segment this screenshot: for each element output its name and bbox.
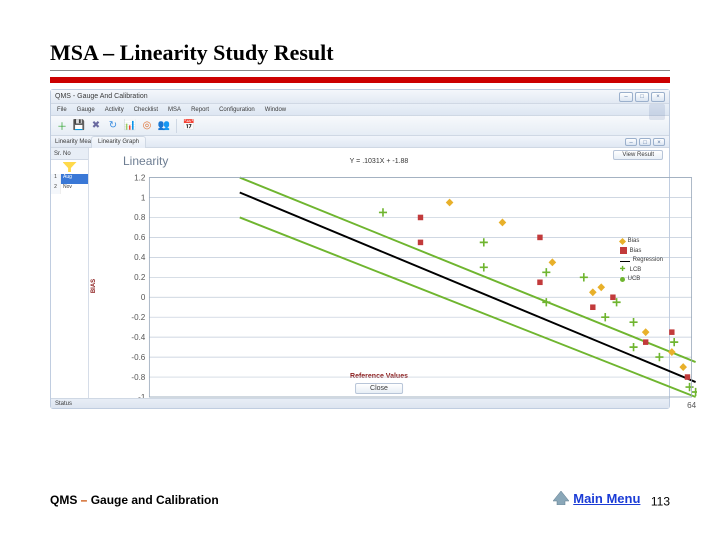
plus-icon[interactable]: ＋ xyxy=(55,119,69,133)
svg-text:-0.6: -0.6 xyxy=(131,353,145,362)
main-menu-label: Main Menu xyxy=(573,491,640,506)
legend-item: Regression xyxy=(620,257,663,263)
menu-activity[interactable]: Activity xyxy=(105,107,124,113)
footer-right: Main Menu 113 xyxy=(553,491,670,511)
status-bar: Status xyxy=(51,398,669,408)
side-header: Sr. No xyxy=(51,148,88,160)
list-row[interactable]: 2Nov xyxy=(51,184,88,194)
view-result-button[interactable]: View Result xyxy=(613,150,663,160)
menu-report[interactable]: Report xyxy=(191,107,209,113)
filter-icon[interactable] xyxy=(63,162,77,172)
menu-window[interactable]: Window xyxy=(265,107,286,113)
menu-configuration[interactable]: Configuration xyxy=(219,107,255,113)
svg-text:0.8: 0.8 xyxy=(134,213,146,222)
svg-text:0.4: 0.4 xyxy=(134,253,146,262)
slide-footer: QMS – Gauge and Calibration Main Menu 11… xyxy=(50,491,670,511)
svg-text:1: 1 xyxy=(141,193,146,202)
chart-region: Linearity Graph View Result Linearity Y … xyxy=(89,148,669,398)
menu-checklist[interactable]: Checklist xyxy=(134,107,158,113)
delete-icon[interactable]: ✖ xyxy=(89,119,103,133)
y-axis-label: BIAS xyxy=(91,278,97,292)
main-menu-link[interactable]: Main Menu xyxy=(553,491,640,506)
chart-tab[interactable]: Linearity Graph xyxy=(91,136,146,148)
svg-text:0.2: 0.2 xyxy=(134,273,146,282)
chart-icon[interactable]: 📊 xyxy=(123,119,137,133)
svg-text:-0.4: -0.4 xyxy=(131,333,145,342)
target-icon[interactable]: ◎ xyxy=(140,119,154,133)
menu-gauge[interactable]: Gauge xyxy=(77,107,95,113)
calendar-icon[interactable]: 📅 xyxy=(182,119,196,133)
legend-item: ✚LCB xyxy=(620,266,663,273)
chart-title: Linearity xyxy=(123,154,168,168)
toolbar-separator xyxy=(176,119,177,133)
linearity-chart: 1.210.80.60.40.20-0.2-0.4-0.6-0.8-101248… xyxy=(117,172,697,422)
footer-dash: – xyxy=(77,493,90,507)
sub-minimize-button[interactable]: – xyxy=(625,138,637,146)
list-row[interactable]: 1Aug xyxy=(51,174,88,184)
app-window: QMS - Gauge And Calibration – □ × File Ga… xyxy=(50,89,670,409)
window-title: QMS - Gauge And Calibration xyxy=(55,93,148,100)
footer-product-name: QMS xyxy=(50,493,77,507)
chart-legend: Bias Bias Regression ✚LCB UCB xyxy=(620,238,663,285)
slide-title: MSA – Linearity Study Result xyxy=(50,40,670,71)
toolbar: ＋💾✖↻📊◎👥 📅 xyxy=(51,116,669,136)
chart-equation: Y = .1031X + -1.88 xyxy=(350,158,409,165)
menubar: File Gauge Activity Checklist MSA Report Confi… xyxy=(51,104,669,116)
minimize-button[interactable]: – xyxy=(619,92,633,102)
maximize-button[interactable]: □ xyxy=(635,92,649,102)
footer-product: QMS – Gauge and Calibration xyxy=(50,493,219,507)
footer-subtitle: Gauge and Calibration xyxy=(91,493,219,507)
close-button[interactable]: × xyxy=(651,92,665,102)
save-icon[interactable]: 💾 xyxy=(72,119,86,133)
people-icon[interactable]: 👥 xyxy=(157,119,171,133)
svg-text:64: 64 xyxy=(687,401,696,410)
svg-text:0.6: 0.6 xyxy=(134,233,146,242)
menu-file[interactable]: File xyxy=(57,107,67,113)
refresh-icon[interactable]: ↻ xyxy=(106,119,120,133)
subwindow-controls: – □ × xyxy=(625,138,665,146)
title-accent-bar xyxy=(50,77,670,83)
content-area: Sr. No 1Aug2Nov Linearity Graph View Res… xyxy=(51,148,669,398)
svg-text:0: 0 xyxy=(141,293,146,302)
side-panel: Sr. No 1Aug2Nov xyxy=(51,148,89,398)
titlebar: QMS - Gauge And Calibration – □ × xyxy=(51,90,669,104)
legend-item: Bias xyxy=(620,247,663,254)
legend-item: UCB xyxy=(620,276,663,282)
app-logo xyxy=(649,104,665,120)
page-number: 113 xyxy=(651,494,670,508)
svg-text:-0.8: -0.8 xyxy=(131,373,145,382)
window-controls: – □ × xyxy=(619,92,665,102)
dialog-close-button[interactable]: Close xyxy=(355,383,403,394)
menu-msa[interactable]: MSA xyxy=(168,107,181,113)
sub-maximize-button[interactable]: □ xyxy=(639,138,651,146)
svg-text:-0.2: -0.2 xyxy=(131,313,145,322)
sub-close-button[interactable]: × xyxy=(653,138,665,146)
up-arrow-icon xyxy=(553,491,569,505)
svg-text:1.2: 1.2 xyxy=(134,173,146,182)
legend-item: Bias xyxy=(620,238,663,244)
